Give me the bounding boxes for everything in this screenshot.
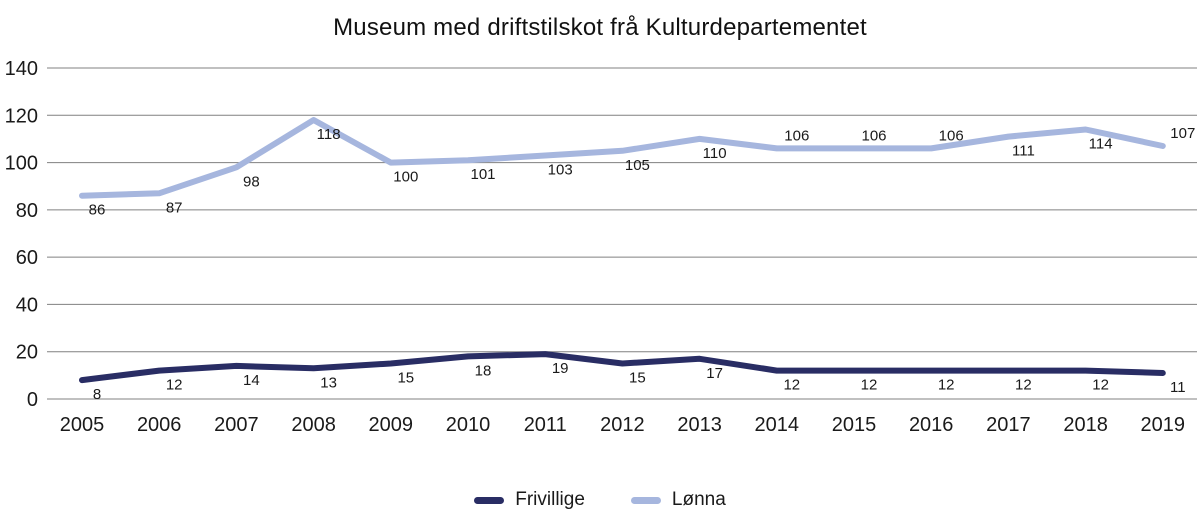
y-tick-label: 140 <box>5 58 38 80</box>
x-tick-label: 2007 <box>214 414 259 436</box>
data-label-frivillige: 12 <box>1015 377 1032 394</box>
data-label-lønna: 87 <box>166 199 183 216</box>
data-label-frivillige: 13 <box>320 374 337 391</box>
data-label-lønna: 110 <box>703 145 727 162</box>
y-tick-label: 100 <box>5 153 38 175</box>
x-tick-label: 2016 <box>909 414 954 436</box>
x-tick-label: 2013 <box>677 414 722 436</box>
data-label-lønna: 100 <box>393 169 418 186</box>
data-label-frivillige: 12 <box>938 377 955 394</box>
data-label-lønna: 111 <box>1012 143 1035 160</box>
chart-title: Museum med driftstilskot frå Kulturdepar… <box>333 14 867 41</box>
y-tick-label: 80 <box>16 200 38 222</box>
data-label-lønna: 118 <box>317 126 341 143</box>
data-label-lønna: 114 <box>1089 135 1113 152</box>
legend-marker-lonna-icon <box>630 496 661 504</box>
legend-marker-frivillige-icon <box>474 496 505 504</box>
x-tick-label: 2017 <box>986 414 1031 436</box>
x-tick-label: 2006 <box>137 414 182 436</box>
y-tick-label: 60 <box>16 247 38 269</box>
chart-legend: Frivillige Lønna <box>0 489 1200 511</box>
x-tick-label: 2005 <box>60 414 105 436</box>
data-label-frivillige: 12 <box>861 377 878 394</box>
x-tick-label: 2011 <box>524 414 567 436</box>
legend-label-frivillige: Frivillige <box>515 489 585 510</box>
data-label-lønna: 98 <box>243 173 260 190</box>
data-label-lønna: 106 <box>784 127 809 144</box>
data-label-frivillige: 12 <box>1092 377 1109 394</box>
data-label-lønna: 103 <box>548 161 573 178</box>
data-label-frivillige: 15 <box>629 370 646 387</box>
legend-item-lonna: Lønna <box>630 489 726 511</box>
data-label-frivillige: 15 <box>397 370 414 387</box>
x-tick-label: 2008 <box>291 414 336 436</box>
data-label-frivillige: 19 <box>552 360 569 377</box>
legend-item-frivillige: Frivillige <box>474 489 585 511</box>
data-label-frivillige: 12 <box>166 377 183 394</box>
series-line-frivillige <box>79 351 1166 384</box>
y-tick-label: 40 <box>16 294 38 316</box>
data-label-lønna: 86 <box>89 202 106 219</box>
x-tick-label: 2014 <box>755 414 800 436</box>
data-label-frivillige: 17 <box>706 365 723 382</box>
x-tick-label: 2018 <box>1063 414 1108 436</box>
data-label-frivillige: 12 <box>783 377 800 394</box>
data-label-frivillige: 8 <box>93 386 101 403</box>
data-label-frivillige: 14 <box>243 372 260 389</box>
data-label-lønna: 106 <box>939 127 964 144</box>
legend-label-lonna: Lønna <box>671 489 726 510</box>
x-tick-label: 2012 <box>600 414 645 436</box>
x-tick-label: 2019 <box>1141 414 1186 436</box>
data-label-lønna: 105 <box>625 157 650 174</box>
data-label-frivillige: 18 <box>475 362 492 379</box>
x-tick-label: 2010 <box>446 414 491 436</box>
x-tick-label: 2015 <box>832 414 877 436</box>
series-line-lønna <box>79 117 1166 199</box>
data-label-lønna: 101 <box>470 166 495 183</box>
y-tick-label: 20 <box>16 342 38 364</box>
data-label-frivillige: 11 <box>1170 379 1186 396</box>
data-label-lønna: 106 <box>861 127 886 144</box>
y-tick-label: 0 <box>27 389 38 411</box>
data-label-lønna: 107 <box>1170 125 1195 142</box>
x-tick-label: 2009 <box>369 414 414 436</box>
y-tick-label: 120 <box>5 105 38 127</box>
